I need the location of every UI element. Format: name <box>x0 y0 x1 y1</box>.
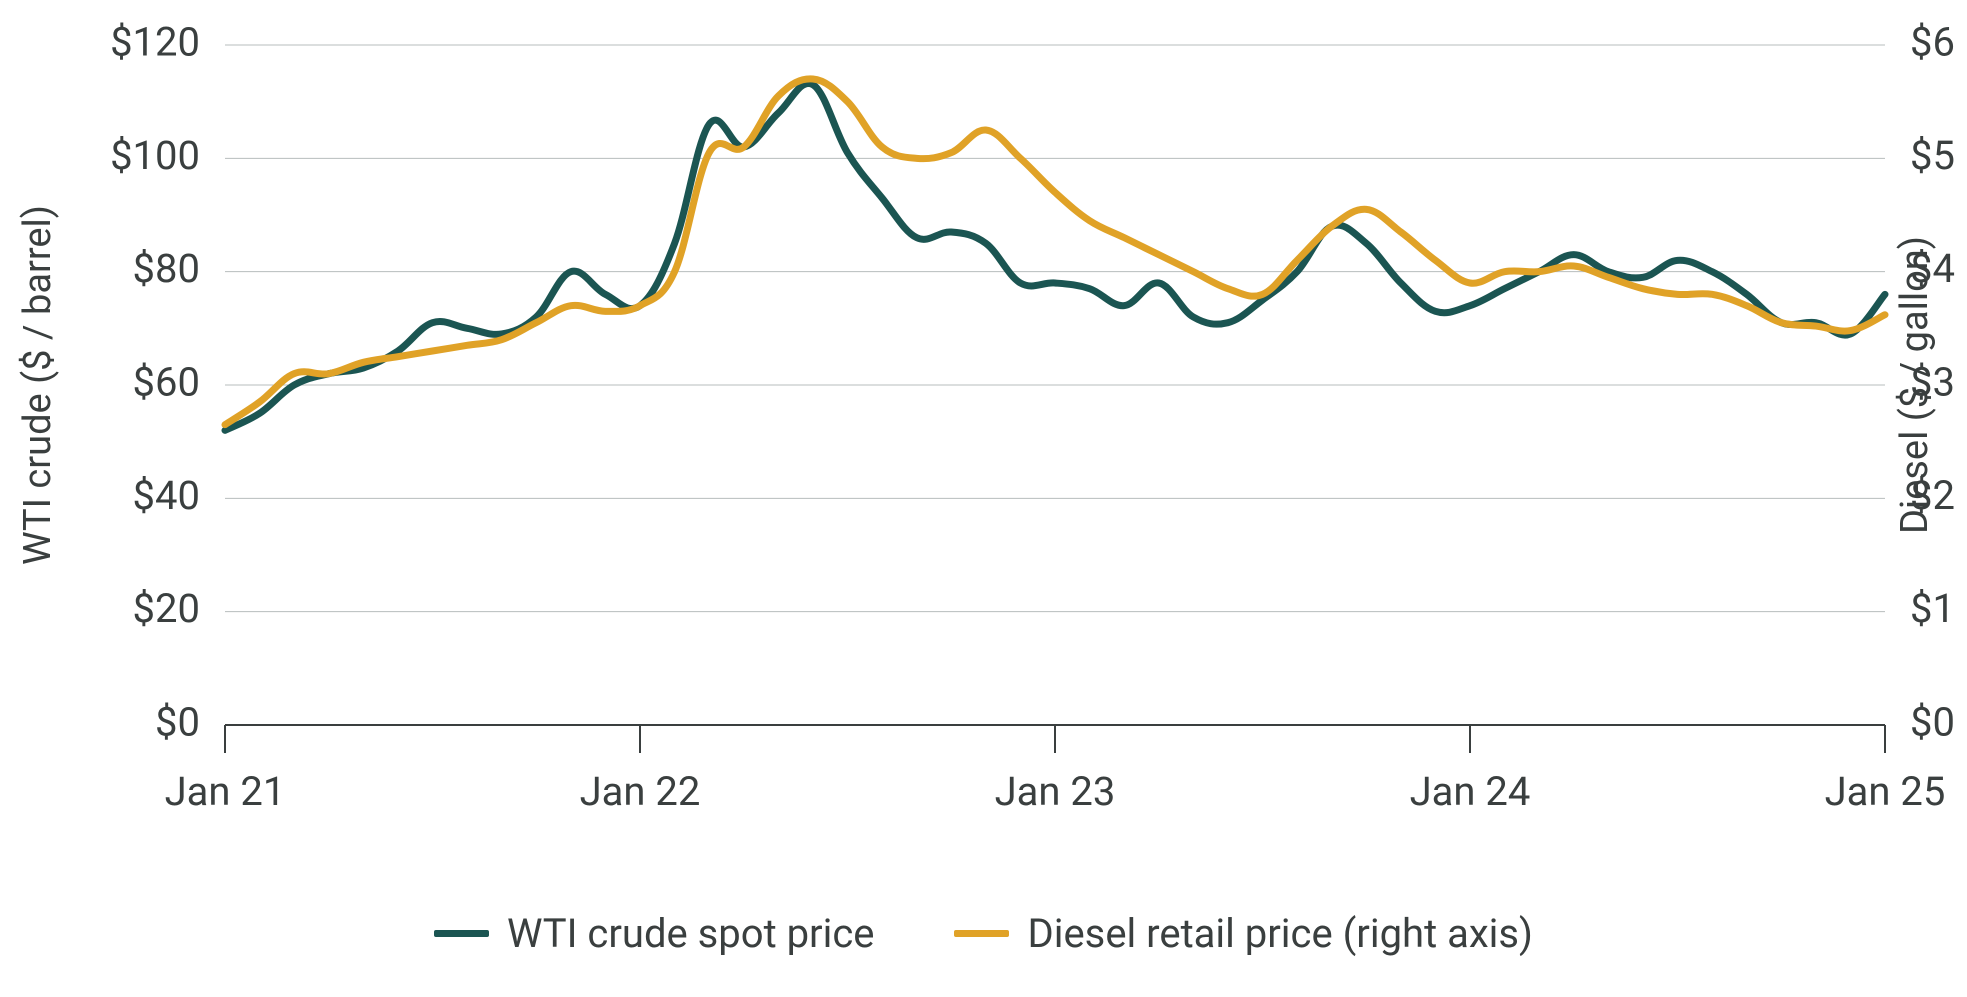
legend: WTI crude spot price Diesel retail price … <box>0 910 1967 957</box>
y-left-tick-label: $100 <box>110 132 200 179</box>
series-line-diesel <box>225 79 1885 425</box>
y-right-tick-label: $1 <box>1910 585 1955 632</box>
legend-item-diesel: Diesel retail price (right axis) <box>954 910 1533 957</box>
x-tick-label: Jan 21 <box>165 768 286 815</box>
chart-svg: $0$20$40$60$80$100$120$0$1$2$3$4$5$6Jan … <box>0 0 1967 997</box>
y-left-tick-label: $80 <box>133 245 200 292</box>
y-right-tick-label: $0 <box>1910 699 1955 746</box>
oil-diesel-chart: $0$20$40$60$80$100$120$0$1$2$3$4$5$6Jan … <box>0 0 1967 997</box>
legend-item-wti: WTI crude spot price <box>434 910 874 957</box>
y-left-tick-label: $60 <box>133 359 200 406</box>
y-left-axis-title: WTI crude ($ / barrel) <box>16 205 60 565</box>
y-left-tick-label: $40 <box>133 472 200 519</box>
y-left-tick-label: $0 <box>155 699 200 746</box>
y-left-tick-label: $120 <box>110 19 200 66</box>
x-tick-label: Jan 22 <box>580 768 701 815</box>
x-tick-label: Jan 25 <box>1825 768 1946 815</box>
y-right-tick-label: $5 <box>1910 132 1955 179</box>
legend-label: WTI crude spot price <box>507 910 874 957</box>
legend-swatch-wti <box>434 930 489 937</box>
x-tick-label: Jan 24 <box>1410 768 1531 815</box>
y-left-tick-label: $20 <box>133 585 200 632</box>
series-line-wti <box>225 83 1885 430</box>
y-right-tick-label: $6 <box>1910 19 1955 66</box>
x-tick-label: Jan 23 <box>995 768 1116 815</box>
legend-swatch-diesel <box>954 930 1009 937</box>
legend-label: Diesel retail price (right axis) <box>1027 910 1533 957</box>
y-right-axis-title: Diesel ($ / gallon) <box>1893 236 1937 534</box>
